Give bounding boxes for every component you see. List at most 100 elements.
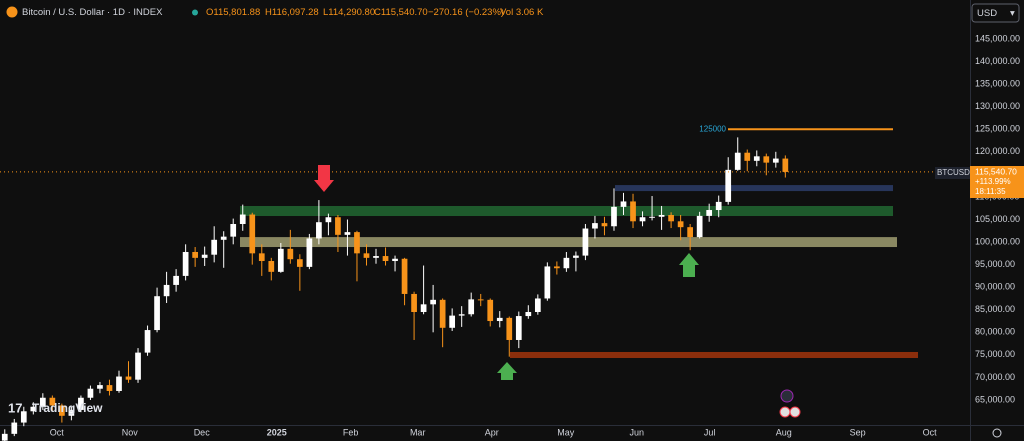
candle-body [611, 206, 617, 227]
candle-body [706, 210, 713, 216]
candle-body [515, 316, 522, 340]
x-tick-label: Jul [704, 427, 716, 437]
y-tick-label: 65,000.00 [975, 394, 1015, 404]
candle-body [78, 397, 84, 410]
candle-body [87, 388, 94, 398]
event-icon[interactable] [789, 406, 801, 418]
candle-body [687, 227, 693, 238]
candle-body [411, 293, 417, 313]
candle-body [49, 397, 56, 406]
candle-body [1, 433, 8, 441]
candle-body [97, 385, 103, 389]
symbol-icon [6, 6, 18, 18]
candle-body [668, 214, 674, 222]
candle-body [163, 284, 170, 297]
y-tick-label: 145,000.00 [975, 33, 1020, 43]
candle-body [763, 156, 770, 163]
candle-body [563, 257, 570, 269]
y-tick-label: 80,000.00 [975, 327, 1015, 337]
candle-body [420, 304, 427, 313]
candle-body [68, 409, 75, 416]
currency-caret: ▾ [1010, 8, 1015, 19]
candle-body [677, 221, 684, 228]
legend-volume: Vol 3.06 K [500, 7, 544, 18]
candle-body [782, 158, 789, 172]
legend-close: C115,540.70 [374, 7, 428, 18]
x-tick-label: Oct [923, 427, 938, 437]
candle-body [201, 254, 208, 258]
arrow-up [679, 253, 699, 277]
arrow-up [497, 362, 517, 380]
y-tick-label: 125,000.00 [975, 124, 1020, 134]
candle-body [696, 215, 703, 238]
candle-body [753, 156, 760, 161]
x-tick-label: Apr [485, 427, 499, 437]
candle-body [11, 422, 18, 434]
market-status [192, 9, 198, 16]
candle-body [649, 216, 655, 218]
candle-body [525, 312, 532, 317]
candle-body [477, 299, 484, 301]
candle-body [135, 352, 141, 380]
y-tick-label: 130,000.00 [975, 101, 1020, 111]
candle-body [439, 299, 446, 328]
candle-body [620, 201, 627, 207]
candle-body [506, 317, 513, 340]
candle-body [125, 376, 132, 380]
candle-body [325, 217, 332, 223]
zone [510, 351, 918, 358]
y-tick-label: 135,000.00 [975, 78, 1020, 88]
zone [240, 237, 897, 248]
price-label-price: 115,540.70 [975, 166, 1017, 176]
candle-body [239, 214, 246, 225]
y-tick-label: 140,000.00 [975, 56, 1020, 66]
candle-body [258, 253, 265, 262]
logo-text: TradingView [32, 401, 103, 415]
price-label-symbol: BTCUSD [937, 168, 970, 177]
candle-body [192, 251, 198, 258]
candle-body [544, 266, 551, 299]
zone [615, 185, 893, 192]
event-icon[interactable] [779, 406, 791, 418]
price-label-symbol-box [935, 167, 970, 179]
candle-body [534, 298, 541, 313]
candle-body [211, 239, 218, 255]
candle-body [554, 266, 560, 269]
event-icon[interactable] [780, 389, 794, 403]
x-tick-label: Mar [410, 427, 426, 437]
candle-body [144, 330, 151, 353]
x-tick-label: Jun [629, 427, 644, 437]
x-tick-label: Oct [50, 427, 65, 437]
candle-body [363, 253, 370, 258]
y-tick-label: 95,000.00 [975, 259, 1015, 269]
legend-high: H116,097.28 [265, 7, 319, 18]
price-label-box [970, 166, 1024, 198]
candle-body [296, 259, 303, 267]
legend-low: L114,290.80 [323, 7, 375, 18]
candle-body [249, 214, 256, 254]
candle-body [154, 296, 160, 331]
candle-body [496, 317, 503, 322]
candle-body [601, 223, 608, 227]
level-label: 125000 [699, 124, 726, 133]
candle-body [582, 228, 589, 256]
currency-button[interactable] [971, 3, 1020, 23]
candle-body [639, 217, 646, 222]
candle-body [658, 214, 665, 217]
x-tick-label: Dec [194, 427, 211, 437]
candle-body [715, 201, 722, 211]
logo-mark: 17 [8, 400, 22, 415]
x-tick-label: Nov [122, 427, 139, 437]
candle-body [354, 232, 360, 254]
price-label-change: +113.99% [975, 177, 1011, 186]
x-tick-label: May [557, 427, 575, 437]
candle-body [344, 232, 351, 235]
candle-body [20, 411, 27, 423]
candle-body [734, 152, 741, 170]
y-tick-label: 100,000.00 [975, 236, 1020, 246]
currency-label[interactable]: USD [977, 8, 997, 19]
settings-icon[interactable] [992, 428, 1002, 438]
x-tick-label: 2025 [267, 427, 287, 437]
candle-body [458, 314, 465, 316]
x-tick-label: Feb [343, 427, 359, 437]
